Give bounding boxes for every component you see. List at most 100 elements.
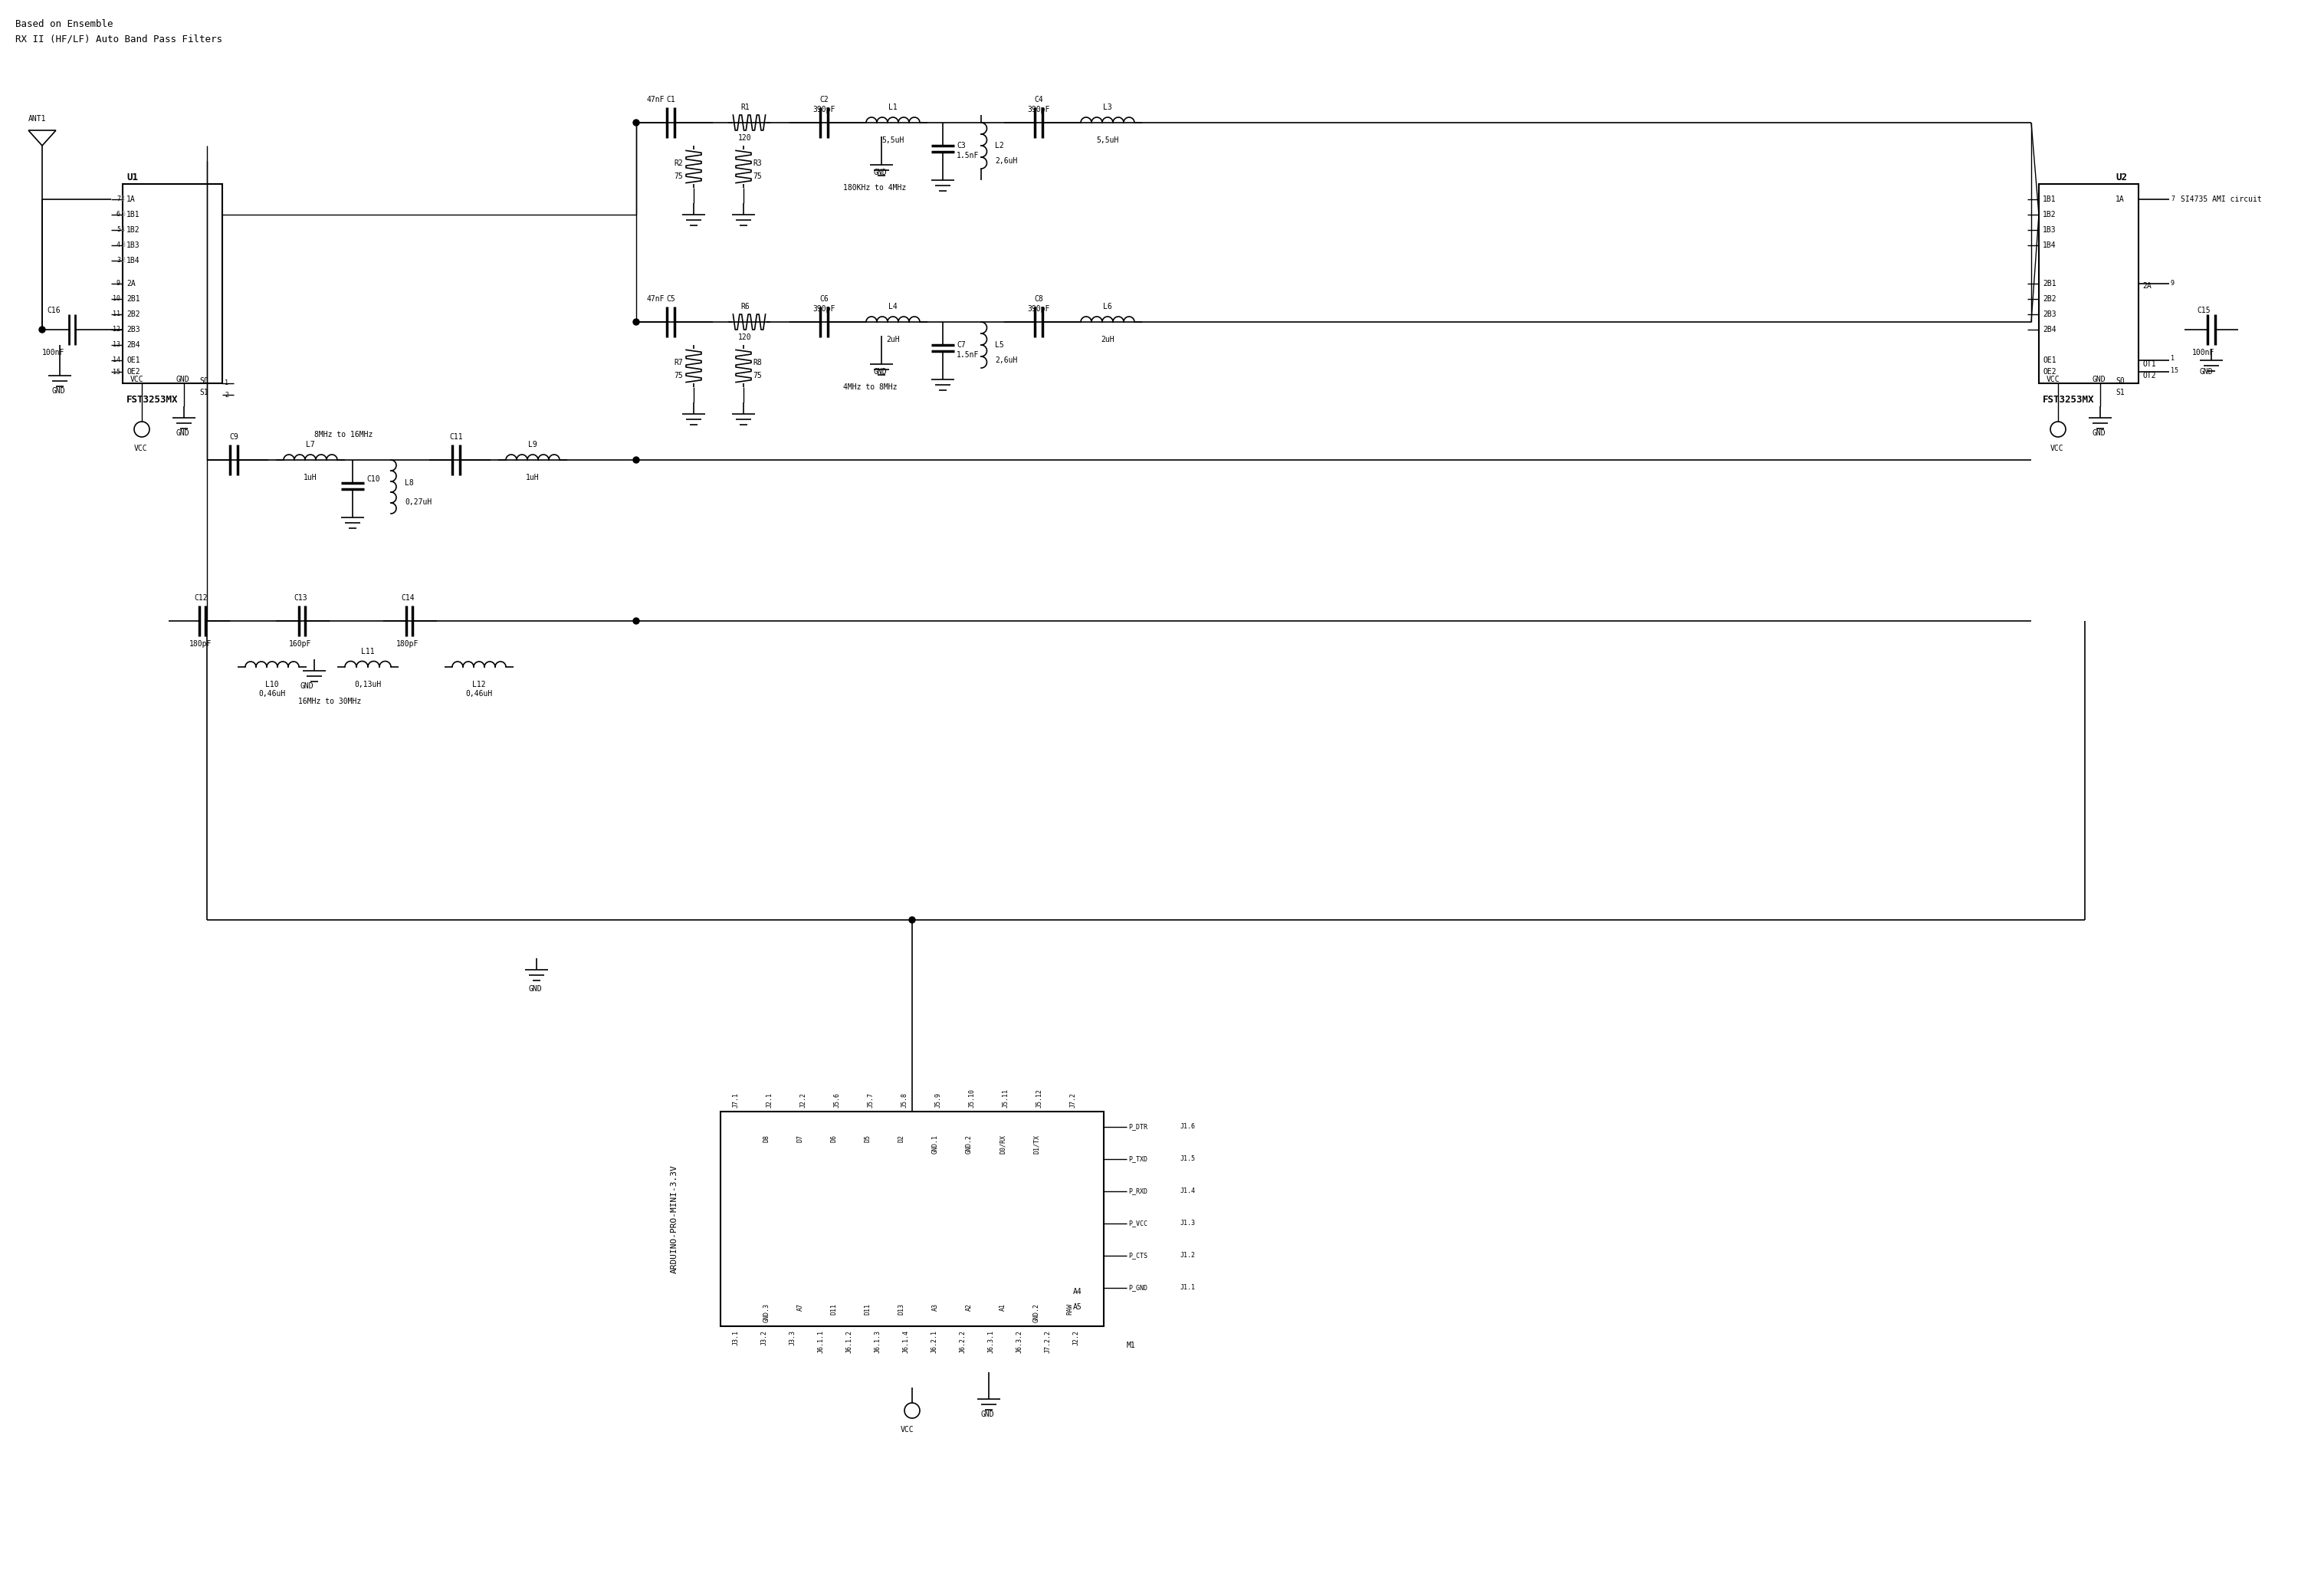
Text: GND.2: GND.2 — [1032, 1303, 1039, 1322]
Text: 180pF: 180pF — [397, 641, 418, 648]
Text: 2,6uH: 2,6uH — [995, 157, 1018, 165]
Text: OE1: OE1 — [2043, 356, 2057, 364]
Text: GND.1: GND.1 — [932, 1135, 939, 1154]
Text: 1B3: 1B3 — [125, 242, 139, 250]
Text: A7: A7 — [797, 1303, 804, 1311]
Text: J5.11: J5.11 — [1002, 1088, 1009, 1108]
Text: A1: A1 — [999, 1303, 1006, 1311]
Text: P_VCC: P_VCC — [1127, 1220, 1148, 1226]
Circle shape — [909, 917, 916, 923]
Text: 9: 9 — [2171, 279, 2175, 287]
Text: 160pF: 160pF — [288, 641, 311, 648]
Text: 15: 15 — [112, 369, 121, 375]
Text: C14: C14 — [402, 593, 414, 601]
Text: VCC: VCC — [902, 1426, 913, 1433]
Text: J1.4: J1.4 — [1181, 1188, 1197, 1195]
Text: C9: C9 — [230, 433, 239, 441]
Text: 1uH: 1uH — [525, 474, 539, 482]
Text: 390pF: 390pF — [813, 305, 834, 312]
Text: C10: C10 — [367, 476, 379, 484]
Text: D13: D13 — [897, 1303, 904, 1314]
Text: 120: 120 — [739, 333, 751, 341]
Text: L2: L2 — [995, 141, 1004, 149]
Text: VCC: VCC — [2047, 375, 2059, 383]
Text: J3.3: J3.3 — [790, 1330, 797, 1345]
Text: 4MHz to 8MHz: 4MHz to 8MHz — [844, 383, 897, 391]
Text: 4: 4 — [116, 242, 121, 248]
Text: P_TXD: P_TXD — [1127, 1156, 1148, 1162]
Text: J6.1.3: J6.1.3 — [874, 1330, 881, 1353]
Text: R1: R1 — [741, 104, 751, 111]
Text: 75: 75 — [753, 372, 762, 380]
Text: D8: D8 — [762, 1135, 769, 1143]
Text: C2: C2 — [820, 96, 827, 104]
Text: 1.5nF: 1.5nF — [957, 152, 978, 160]
Text: L5: L5 — [995, 341, 1004, 349]
Text: 1A: 1A — [125, 196, 135, 203]
Text: 390pF: 390pF — [1027, 305, 1050, 312]
Text: 1B3: 1B3 — [2043, 226, 2057, 234]
Circle shape — [632, 457, 639, 463]
Text: 1uH: 1uH — [304, 474, 316, 482]
Text: S0: S0 — [2115, 377, 2124, 385]
Text: J5.8: J5.8 — [902, 1093, 909, 1108]
Text: P_DTR: P_DTR — [1127, 1124, 1148, 1130]
Text: C6: C6 — [820, 295, 827, 303]
Text: 3: 3 — [121, 242, 125, 248]
Text: C15: C15 — [2196, 306, 2210, 314]
Text: A2: A2 — [964, 1303, 971, 1311]
Text: 8: 8 — [121, 196, 125, 203]
Text: GND: GND — [2092, 375, 2106, 383]
Text: OE1: OE1 — [125, 356, 139, 364]
Text: L9: L9 — [528, 441, 537, 449]
Text: 5: 5 — [116, 226, 121, 234]
Text: J3.2: J3.2 — [760, 1330, 767, 1345]
Text: 11: 11 — [112, 311, 121, 317]
Text: J3.1: J3.1 — [732, 1330, 739, 1345]
Circle shape — [632, 619, 639, 623]
Text: J7.1: J7.1 — [732, 1093, 739, 1108]
Text: GND: GND — [2092, 429, 2106, 436]
Text: 75: 75 — [753, 173, 762, 181]
Text: C11: C11 — [449, 433, 462, 441]
Text: L4: L4 — [888, 303, 897, 311]
Text: 5,5uH: 5,5uH — [1097, 137, 1118, 144]
Text: J1.6: J1.6 — [1181, 1124, 1197, 1130]
Text: 15: 15 — [2171, 367, 2178, 374]
Text: 6: 6 — [116, 212, 121, 218]
Text: A4: A4 — [1074, 1287, 1083, 1295]
Circle shape — [40, 327, 44, 333]
Text: L8: L8 — [404, 479, 414, 487]
Text: 13: 13 — [112, 342, 121, 349]
Text: J7.2: J7.2 — [1069, 1093, 1076, 1108]
Text: GND: GND — [177, 429, 191, 436]
Text: M1: M1 — [1127, 1341, 1136, 1349]
Text: D2: D2 — [897, 1135, 904, 1143]
Circle shape — [632, 319, 639, 325]
Text: RAW: RAW — [1067, 1303, 1074, 1314]
Text: GND: GND — [177, 375, 191, 383]
Text: GND: GND — [51, 388, 65, 394]
Text: D6: D6 — [830, 1135, 837, 1143]
Text: 1B4: 1B4 — [2043, 242, 2057, 250]
Text: 4: 4 — [121, 226, 125, 234]
Text: 2B1: 2B1 — [2043, 279, 2057, 287]
Text: 8MHz to 16MHz: 8MHz to 16MHz — [314, 430, 372, 438]
Text: J5.10: J5.10 — [969, 1088, 976, 1108]
Text: J6.1.2: J6.1.2 — [846, 1330, 853, 1353]
Text: 2B2: 2B2 — [2043, 295, 2057, 303]
Text: GND: GND — [300, 683, 314, 689]
Text: D5: D5 — [865, 1135, 872, 1143]
Text: S1: S1 — [200, 389, 209, 396]
Text: 0,46uH: 0,46uH — [465, 689, 493, 697]
Text: 2uH: 2uH — [1102, 336, 1113, 344]
Text: C16: C16 — [46, 306, 60, 314]
Text: P_RXD: P_RXD — [1127, 1188, 1148, 1195]
Text: OE2: OE2 — [2043, 367, 2057, 375]
Text: FST3253MX: FST3253MX — [2043, 394, 2094, 405]
Text: J1.1: J1.1 — [1181, 1284, 1197, 1292]
Text: J6.3.2: J6.3.2 — [1016, 1330, 1023, 1353]
Text: 2B2: 2B2 — [125, 311, 139, 319]
Text: L6: L6 — [1104, 303, 1113, 311]
Text: GND: GND — [981, 1410, 995, 1418]
